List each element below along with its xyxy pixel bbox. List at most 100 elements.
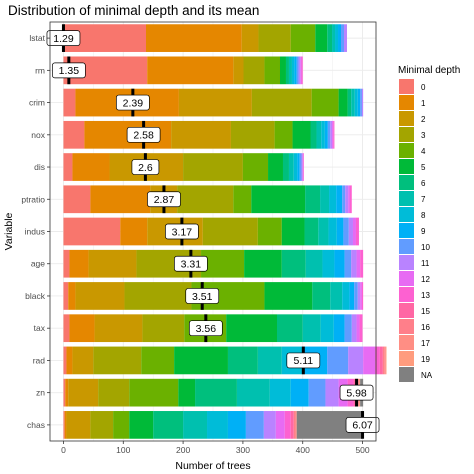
mean-label-box-rad bbox=[286, 352, 321, 369]
bar-segment-black-depth-12 bbox=[360, 282, 362, 310]
legend-label-17: 17 bbox=[421, 339, 430, 348]
bar-segment-zn-depth-8 bbox=[269, 378, 291, 407]
bar-segment-ptratio-depth-0 bbox=[63, 185, 91, 214]
mean-label-box-rm bbox=[51, 62, 86, 79]
bar-rm bbox=[63, 56, 303, 85]
bar-segment-nox-depth-9 bbox=[324, 120, 328, 149]
mean-label-box-black bbox=[185, 288, 220, 304]
legend-label-7: 7 bbox=[421, 195, 426, 204]
bar-segment-dis-depth-7 bbox=[288, 153, 294, 181]
bar-segment-chas-depth-3 bbox=[90, 411, 114, 439]
bar-segment-chas-depth-4 bbox=[113, 411, 130, 439]
bar-segment-nox-depth-8 bbox=[321, 120, 325, 149]
legend-swatch-7 bbox=[399, 191, 414, 206]
bar-segment-age-depth-11 bbox=[351, 249, 357, 278]
bar-segment-rad-depth-12 bbox=[363, 346, 376, 375]
bar-segment-zn-depth-5 bbox=[178, 378, 196, 407]
chart-title: Distribution of minimal depth and its me… bbox=[8, 3, 259, 18]
y-tick-label-dis: dis bbox=[34, 162, 45, 172]
bar-segment-dis-depth-4 bbox=[242, 153, 269, 181]
mean-label-box-chas bbox=[345, 417, 380, 433]
bar-segment-black-depth-8 bbox=[342, 282, 350, 310]
bar-segment-rad-depth-7 bbox=[257, 346, 282, 375]
bar-segment-rm-depth-4 bbox=[264, 56, 280, 85]
bar-segment-indus-depth-7 bbox=[318, 217, 329, 246]
bar-segment-ptratio-depth-12 bbox=[348, 185, 350, 214]
bar-segment-dis-depth-1 bbox=[72, 153, 110, 181]
bar-segment-rm-depth-5 bbox=[279, 56, 286, 85]
mean-label-crim: 2.39 bbox=[123, 97, 144, 109]
bar-age bbox=[63, 249, 364, 278]
legend-label-4: 4 bbox=[421, 147, 426, 156]
bar-segment-chas-depth-16 bbox=[293, 411, 296, 439]
x-tick-label-300: 300 bbox=[236, 445, 250, 455]
bar-segment-nox-depth-3 bbox=[230, 120, 275, 149]
bar-segment-ptratio-depth-11 bbox=[345, 185, 349, 214]
bar-segment-chas-depth-13 bbox=[284, 411, 291, 439]
bar-segment-black-depth-13 bbox=[361, 282, 364, 310]
bar-segment-indus-depth-11 bbox=[348, 217, 353, 246]
bar-segment-crim-depth-9 bbox=[357, 88, 361, 117]
bar-segment-lstat-depth-11 bbox=[343, 24, 347, 52]
mean-label-box-dis bbox=[131, 159, 160, 175]
bar-segment-black-depth-0 bbox=[63, 282, 69, 310]
bar-segment-crim-depth-3 bbox=[251, 88, 312, 117]
bar-segment-crim-depth-7 bbox=[351, 88, 355, 117]
bar-segment-zn-depth-10 bbox=[308, 378, 326, 407]
bar-segment-rad-depth-10 bbox=[327, 346, 349, 375]
bar-segment-rm-depth-10 bbox=[296, 56, 299, 85]
bar-segment-crim-depth-0 bbox=[63, 88, 76, 117]
mean-label-rm: 1.35 bbox=[59, 65, 80, 77]
bar-segment-age-depth-10 bbox=[344, 249, 352, 278]
mean-label-rad: 5.11 bbox=[293, 355, 313, 367]
bar-segment-indus-depth-1 bbox=[120, 217, 148, 246]
mean-label-black: 3.51 bbox=[192, 291, 213, 303]
legend-swatch-3 bbox=[399, 127, 414, 142]
bar-segment-age-depth-8 bbox=[322, 249, 335, 278]
x-tick-label-0: 0 bbox=[61, 445, 66, 455]
bar-segment-zn-depth-7 bbox=[236, 378, 270, 407]
y-tick-label-rad: rad bbox=[33, 355, 46, 365]
legend-label-NA: NA bbox=[421, 371, 433, 380]
legend-swatch-17 bbox=[399, 335, 414, 350]
bar-segment-crim-depth-6 bbox=[347, 88, 352, 117]
bar-segment-indus-depth-3 bbox=[202, 217, 258, 246]
mean-label-tax: 3.56 bbox=[196, 323, 217, 335]
bar-segment-dis-depth-8 bbox=[293, 153, 298, 181]
bar-segment-indus-depth-12 bbox=[352, 217, 356, 246]
bar-segment-zn-depth-3 bbox=[98, 378, 130, 407]
bar-segment-tax-depth-0 bbox=[63, 314, 70, 343]
bar-segment-lstat-depth-4 bbox=[290, 24, 316, 52]
bar-segment-black-depth-5 bbox=[264, 282, 313, 310]
bar-segment-tax-depth-11 bbox=[351, 314, 357, 343]
x-axis: 0 100 200 300 400 500 bbox=[61, 441, 370, 455]
bar-segment-indus-depth-10 bbox=[343, 217, 349, 246]
bar-segment-rad-depth-3 bbox=[93, 346, 142, 375]
bar-zn bbox=[63, 378, 364, 407]
bar-segment-black-depth-7 bbox=[330, 282, 343, 310]
bar-segment-rm-depth-2 bbox=[233, 56, 244, 85]
bar-segment-chas-depth-9 bbox=[227, 411, 246, 439]
bar-segment-tax-depth-2 bbox=[94, 314, 143, 343]
legend-swatch-11 bbox=[399, 255, 414, 270]
y-tick-label-nox: nox bbox=[31, 130, 45, 140]
bar-segment-dis-depth-5 bbox=[268, 153, 283, 181]
bar-segment-tax-depth-5 bbox=[226, 314, 278, 343]
bar-segment-chas-depth-17 bbox=[295, 411, 297, 439]
mean-label-indus: 3.17 bbox=[172, 226, 193, 238]
legend-swatch-2 bbox=[399, 111, 414, 126]
bar-segment-indus-depth-5 bbox=[281, 217, 305, 246]
bar-segment-tax-depth-10 bbox=[344, 314, 352, 343]
bar-segment-chas-depth-0 bbox=[63, 411, 65, 439]
bar-segment-indus-depth-0 bbox=[63, 217, 121, 246]
mean-label-chas: 6.07 bbox=[352, 420, 373, 432]
bar-segment-indus-depth-4 bbox=[257, 217, 282, 246]
bar-segment-age-depth-0 bbox=[63, 249, 70, 278]
bar-segment-tax-depth-3 bbox=[142, 314, 185, 343]
legend: Minimal depth 01234567891011121315161719… bbox=[398, 65, 460, 382]
bar-segment-ptratio-depth-9 bbox=[336, 185, 343, 214]
y-axis-label: Variable bbox=[3, 212, 15, 250]
bar-segment-chas-depth-6 bbox=[153, 411, 184, 439]
bar-segment-age-depth-13 bbox=[360, 249, 364, 278]
